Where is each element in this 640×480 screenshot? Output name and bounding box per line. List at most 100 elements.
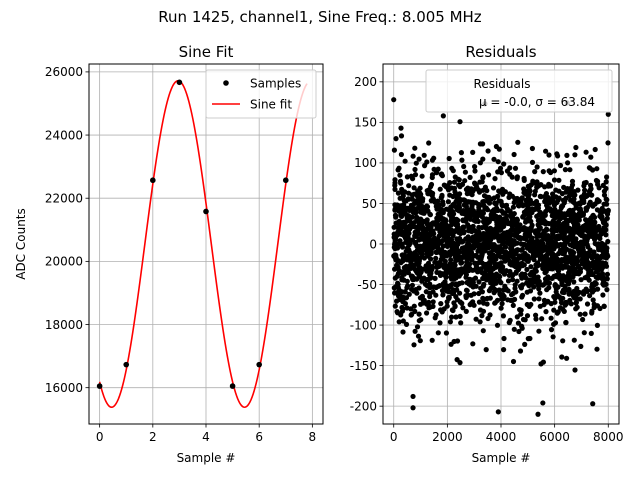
residual-point bbox=[403, 198, 409, 204]
residual-point bbox=[568, 216, 574, 222]
residual-point bbox=[459, 280, 465, 286]
residual-outlier-point bbox=[590, 401, 596, 407]
residual-point bbox=[533, 198, 540, 205]
residual-point bbox=[409, 286, 415, 292]
residual-point bbox=[508, 297, 514, 303]
residuals-ticks: 0 2000 4000 6000 8000 -200 -150 -100 -50 0 50 100 15… bbox=[350, 75, 624, 444]
residual-point bbox=[553, 289, 559, 295]
residual-point bbox=[522, 317, 528, 323]
residual-point bbox=[588, 154, 594, 160]
residual-point bbox=[447, 211, 453, 218]
residual-point bbox=[411, 185, 417, 191]
residual-outlier-point bbox=[410, 405, 416, 411]
residual-point bbox=[472, 168, 478, 174]
residual-point bbox=[395, 280, 401, 286]
residual-point bbox=[510, 204, 516, 210]
residual-point bbox=[563, 189, 569, 195]
residual-point bbox=[510, 302, 516, 308]
sine-fit-legend: Samples Sine fit bbox=[205, 69, 317, 119]
residual-point bbox=[543, 191, 550, 197]
residual-point bbox=[394, 273, 400, 279]
residual-point bbox=[424, 310, 430, 316]
residual-outlier-point bbox=[440, 113, 446, 119]
residual-point bbox=[460, 249, 466, 256]
residual-point bbox=[467, 265, 473, 271]
residual-point bbox=[551, 307, 557, 313]
residual-point bbox=[404, 245, 410, 251]
residual-point bbox=[567, 207, 573, 213]
residual-point bbox=[500, 234, 506, 240]
residual-point bbox=[473, 200, 479, 206]
residual-point bbox=[545, 194, 551, 201]
residual-point bbox=[601, 188, 608, 194]
residual-point bbox=[425, 208, 431, 214]
residual-point bbox=[399, 186, 405, 192]
residual-point bbox=[417, 295, 423, 301]
residual-point bbox=[418, 245, 424, 251]
residual-point bbox=[564, 235, 570, 241]
sample-point bbox=[96, 383, 103, 389]
residual-point bbox=[422, 241, 428, 247]
residual-point bbox=[598, 228, 605, 234]
residual-point bbox=[567, 167, 573, 173]
residual-point bbox=[462, 169, 468, 175]
residual-point bbox=[566, 286, 572, 292]
residual-point bbox=[438, 262, 444, 268]
residual-point bbox=[398, 133, 405, 139]
residual-point bbox=[453, 275, 459, 281]
residual-point bbox=[419, 278, 425, 284]
residual-point bbox=[459, 245, 465, 251]
residual-point bbox=[552, 227, 559, 234]
residual-point bbox=[392, 186, 398, 192]
residual-point bbox=[534, 247, 540, 253]
sample-point bbox=[123, 361, 130, 368]
residual-outlier-point bbox=[605, 111, 611, 117]
residual-point bbox=[515, 320, 522, 326]
residual-point bbox=[443, 221, 449, 228]
residual-point bbox=[424, 204, 431, 210]
residual-point bbox=[533, 312, 539, 318]
residual-point bbox=[529, 235, 535, 241]
sine-fit-grid bbox=[89, 64, 323, 424]
sample-point bbox=[256, 361, 262, 368]
residual-point bbox=[440, 292, 446, 298]
residual-point bbox=[602, 218, 608, 224]
residual-point bbox=[517, 348, 524, 354]
residual-point bbox=[448, 282, 454, 288]
residual-point bbox=[438, 301, 444, 307]
residual-point bbox=[571, 244, 578, 250]
residual-point bbox=[416, 311, 422, 317]
residual-point bbox=[559, 265, 566, 271]
residual-point bbox=[527, 225, 533, 231]
residual-point bbox=[404, 174, 410, 180]
residual-point bbox=[428, 256, 434, 262]
residual-point bbox=[480, 156, 486, 162]
residual-point bbox=[459, 157, 465, 163]
residual-point bbox=[405, 283, 411, 289]
residual-point bbox=[400, 271, 406, 277]
residual-point bbox=[498, 305, 504, 311]
residual-point bbox=[577, 296, 583, 302]
residual-point bbox=[542, 220, 548, 226]
residual-point bbox=[535, 228, 542, 234]
residual-point bbox=[446, 294, 452, 300]
residual-point bbox=[472, 275, 479, 281]
residual-point bbox=[516, 255, 522, 261]
residual-point bbox=[575, 269, 581, 275]
residual-point bbox=[504, 168, 510, 174]
residual-point bbox=[500, 292, 506, 298]
residual-point bbox=[398, 180, 404, 186]
residual-point bbox=[437, 270, 443, 276]
sine-fit-panel: Sine Fit 0 2 4 6 8 16000 18000 20000 22000 24000 2… bbox=[14, 43, 324, 465]
residual-point bbox=[531, 296, 537, 302]
residual-point bbox=[511, 231, 518, 237]
residual-point bbox=[438, 171, 444, 177]
residual-point bbox=[552, 220, 558, 226]
residual-point bbox=[512, 263, 518, 270]
residual-point bbox=[535, 282, 541, 288]
residuals-xtick-label: 0 bbox=[390, 430, 398, 444]
residual-point bbox=[400, 329, 406, 335]
residual-point bbox=[445, 229, 451, 235]
residual-point bbox=[496, 261, 502, 267]
residual-point bbox=[497, 214, 503, 220]
